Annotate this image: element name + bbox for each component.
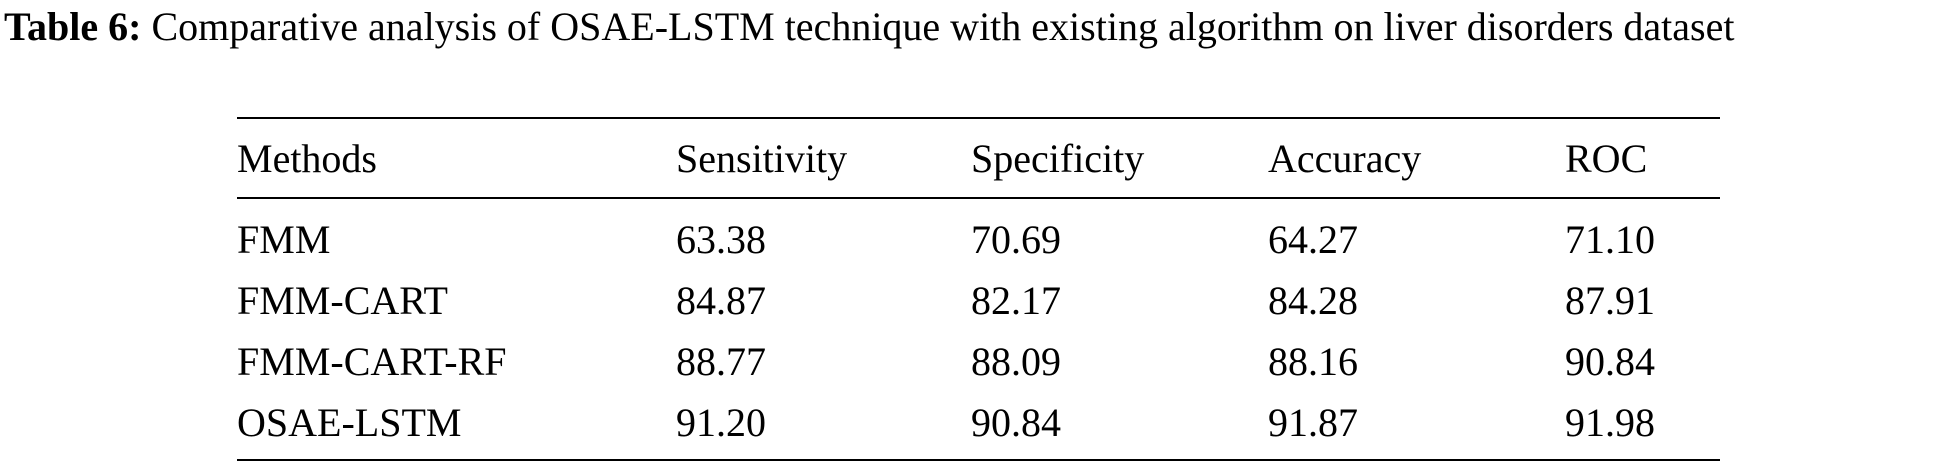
table-row: FMM 63.38 70.69 64.27 71.10 (237, 198, 1720, 270)
cell-method: OSAE-LSTM (237, 400, 462, 445)
cell-roc: 91.98 (1565, 400, 1655, 445)
caption-label: Table 6: (4, 4, 142, 49)
cell-roc: 90.84 (1565, 339, 1655, 384)
cell-sensitivity: 88.77 (676, 339, 766, 384)
cell-method: FMM-CART-RF (237, 339, 507, 384)
cell-specificity: 88.09 (971, 339, 1061, 384)
header-accuracy: Accuracy (1268, 135, 1422, 181)
table-row: OSAE-LSTM 91.20 90.84 91.87 91.98 (237, 392, 1720, 460)
table-header-row: Methods Sensitivity Specificity Accuracy… (237, 118, 1720, 198)
cell-accuracy: 91.87 (1268, 400, 1358, 445)
header-specificity: Specificity (971, 135, 1145, 181)
cell-accuracy: 64.27 (1268, 217, 1358, 262)
cell-sensitivity: 63.38 (676, 217, 766, 262)
results-table: Methods Sensitivity Specificity Accuracy… (237, 117, 1720, 461)
cell-accuracy: 88.16 (1268, 339, 1358, 384)
table-row: FMM-CART-RF 88.77 88.09 88.16 90.84 (237, 331, 1720, 392)
caption-text: Comparative analysis of OSAE-LSTM techni… (141, 4, 1735, 49)
cell-method: FMM-CART (237, 278, 448, 323)
header-methods: Methods (237, 135, 377, 181)
cell-roc: 87.91 (1565, 278, 1655, 323)
cell-sensitivity: 91.20 (676, 400, 766, 445)
header-roc: ROC (1565, 135, 1648, 181)
cell-roc: 71.10 (1565, 217, 1655, 262)
cell-specificity: 82.17 (971, 278, 1061, 323)
table-caption: Table 6: Comparative analysis of OSAE-LS… (4, 2, 1950, 52)
cell-specificity: 70.69 (971, 217, 1061, 262)
cell-method: FMM (237, 217, 331, 262)
table-row: FMM-CART 84.87 82.17 84.28 87.91 (237, 270, 1720, 331)
results-table-container: Methods Sensitivity Specificity Accuracy… (237, 117, 1720, 461)
cell-specificity: 90.84 (971, 400, 1061, 445)
header-sensitivity: Sensitivity (676, 135, 848, 181)
cell-sensitivity: 84.87 (676, 278, 766, 323)
cell-accuracy: 84.28 (1268, 278, 1358, 323)
